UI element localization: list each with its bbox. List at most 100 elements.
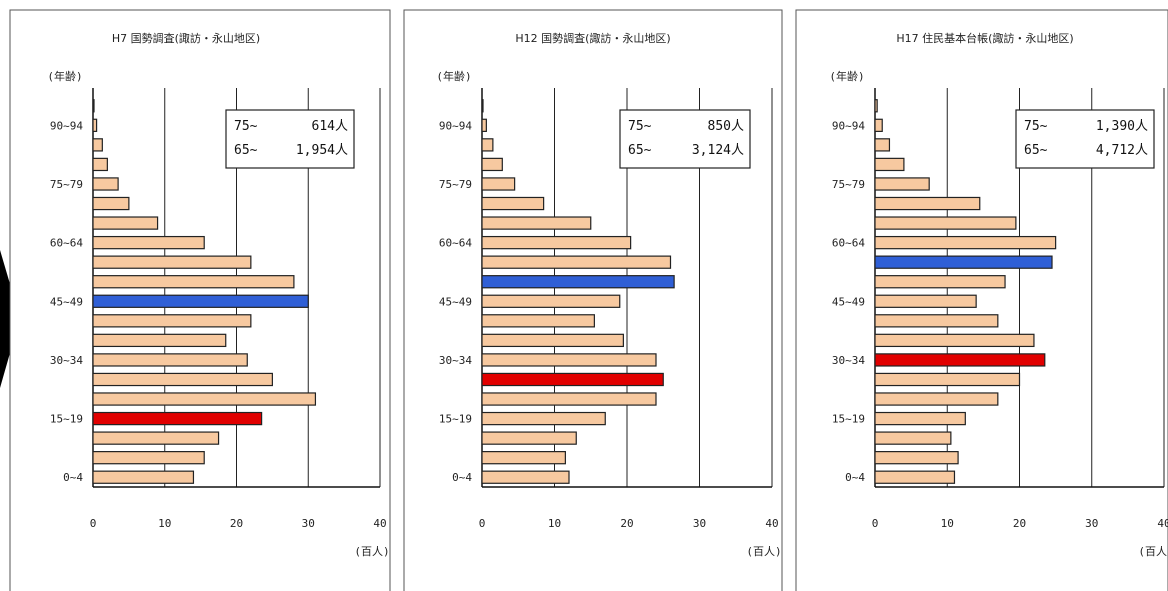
legend-value: 850人 xyxy=(708,119,744,134)
x-tick-label: 40 xyxy=(765,517,778,530)
chart-title: H12 国勢調査(諏訪・永山地区) xyxy=(515,31,670,45)
x-tick-label: 30 xyxy=(302,517,315,530)
pyramid-panel: H17 住民基本台帳(諏訪・永山地区) 0 10 20 30 40 (年齢) (百人) 90~9… xyxy=(795,9,1168,591)
x-tick-label: 0 xyxy=(872,517,879,530)
legend-value: 1,954人 xyxy=(296,143,348,158)
bar-5~9 xyxy=(92,451,205,465)
bar-25~29 xyxy=(92,372,273,387)
x-tick-label: 20 xyxy=(620,517,633,530)
bar-40~44 xyxy=(92,314,252,328)
bar-75~79 xyxy=(481,177,516,191)
x-tick-label: 20 xyxy=(1013,517,1026,530)
bar-35~39 xyxy=(481,333,624,348)
bar-45~49 xyxy=(481,294,621,308)
bar-65~69 xyxy=(874,216,1017,230)
bar-60~64 xyxy=(874,235,1057,250)
bar-35~39 xyxy=(874,333,1035,348)
x-tick-label: 30 xyxy=(693,517,706,530)
bar-20~24 xyxy=(481,392,657,406)
bar-50~54 xyxy=(92,275,295,289)
legend-value: 1,390人 xyxy=(1096,119,1148,134)
bar-90~94 xyxy=(874,118,883,132)
bar-15~19 xyxy=(481,411,606,426)
legend-box xyxy=(1015,109,1155,169)
bar-25~29 xyxy=(481,372,664,387)
y-tick-label: 60~64 xyxy=(832,237,865,250)
y-tick-label: 0~4 xyxy=(63,471,83,484)
bar-75~79 xyxy=(874,177,930,191)
y-tick-label: 15~19 xyxy=(50,413,83,426)
bar-10~14 xyxy=(481,431,577,445)
x-axis-title: (百人) xyxy=(1138,545,1168,558)
bar-90~94 xyxy=(92,118,98,132)
legend-value: 3,124人 xyxy=(692,143,744,158)
bar-0~4 xyxy=(481,470,570,484)
bar-85~89 xyxy=(92,138,103,152)
legend-label: 75~ xyxy=(1024,119,1048,134)
bar-75~79 xyxy=(92,177,119,191)
bar-45~49 xyxy=(874,294,977,308)
bar-25~29 xyxy=(874,372,1021,387)
bar-45~49 xyxy=(92,294,309,308)
y-tick-label: 90~94 xyxy=(50,119,83,132)
bar-0~4 xyxy=(92,470,195,484)
x-tick-label: 30 xyxy=(1085,517,1098,530)
bar-50~54 xyxy=(874,275,1006,289)
bar-65~69 xyxy=(481,216,592,230)
bar-70~74 xyxy=(92,196,130,211)
bar-70~74 xyxy=(874,196,981,211)
legend-value: 614人 xyxy=(312,119,348,134)
bar-20~24 xyxy=(874,392,999,406)
pyramid-panel: H7 国勢調査(諏訪・永山地区) 0 10 20 30 40 (年齢) (百人) 90~94 75… xyxy=(9,9,391,591)
y-tick-label: 0~4 xyxy=(452,471,472,484)
pyramid-panel: H12 国勢調査(諏訪・永山地区) 0 10 20 30 40 (年齢) (百人) 90~94 7… xyxy=(403,9,783,591)
bar-0~4 xyxy=(874,470,956,484)
bar-55~59 xyxy=(92,255,252,269)
bar-65~69 xyxy=(92,216,159,230)
bar-30~34 xyxy=(481,353,657,367)
bar-15~19 xyxy=(92,411,263,426)
bar-80~84 xyxy=(481,157,503,172)
chart-title: H17 住民基本台帳(諏訪・永山地区) xyxy=(896,31,1073,45)
bar-35~39 xyxy=(92,333,227,348)
x-tick-label: 40 xyxy=(1157,517,1168,530)
y-axis-title: (年齢) xyxy=(47,69,82,83)
y-tick-label: 90~94 xyxy=(832,119,865,132)
y-tick-label: 45~49 xyxy=(50,295,83,308)
bar-60~64 xyxy=(92,235,205,250)
bar-15~19 xyxy=(874,411,966,426)
x-axis-title: (百人) xyxy=(746,545,781,558)
legend-label: 65~ xyxy=(1024,143,1048,158)
bar-95~99 xyxy=(92,99,95,113)
x-tick-label: 40 xyxy=(373,517,386,530)
x-tick-label: 0 xyxy=(479,517,486,530)
y-tick-label: 75~79 xyxy=(439,178,472,191)
y-tick-label: 90~94 xyxy=(439,119,472,132)
bar-60~64 xyxy=(481,235,632,250)
y-tick-label: 75~79 xyxy=(832,178,865,191)
x-axis-title: (百人) xyxy=(354,545,389,558)
bar-90~94 xyxy=(481,118,487,132)
x-tick-label: 20 xyxy=(230,517,243,530)
y-tick-label: 60~64 xyxy=(439,237,472,250)
legend-label: 65~ xyxy=(628,143,652,158)
legend-value: 4,712人 xyxy=(1096,143,1148,158)
legend-label: 65~ xyxy=(234,143,258,158)
bar-95~99 xyxy=(481,99,484,113)
bar-55~59 xyxy=(874,255,1053,269)
bar-85~89 xyxy=(874,138,891,152)
y-tick-label: 30~34 xyxy=(439,354,472,367)
legend-label: 75~ xyxy=(628,119,652,134)
bar-5~9 xyxy=(481,451,566,465)
bar-10~14 xyxy=(92,431,220,445)
x-tick-label: 10 xyxy=(158,517,171,530)
bar-80~84 xyxy=(92,157,108,172)
y-tick-label: 45~49 xyxy=(832,295,865,308)
y-tick-label: 45~49 xyxy=(439,295,472,308)
chart-title: H7 国勢調査(諏訪・永山地区) xyxy=(112,31,260,45)
y-axis-title: (年齢) xyxy=(829,69,864,83)
y-axis-title: (年齢) xyxy=(436,69,471,83)
bar-70~74 xyxy=(481,196,545,211)
legend-box xyxy=(619,109,751,169)
